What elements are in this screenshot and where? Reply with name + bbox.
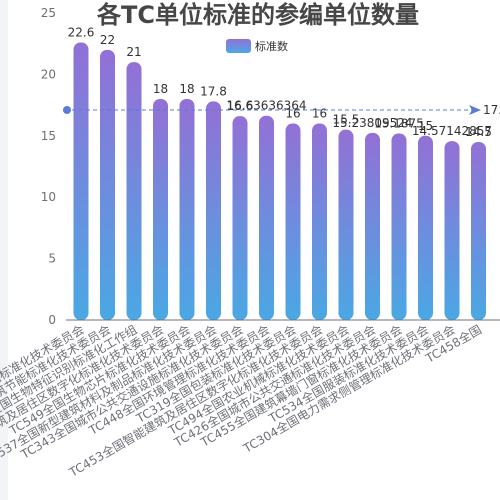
bar[interactable] — [338, 129, 354, 320]
bar-value-label: 16 — [285, 107, 300, 121]
bar-value-label: 14.5 — [465, 125, 492, 139]
bar-value-label: 17.8 — [200, 84, 227, 98]
bar-value-label: 22.6 — [68, 25, 95, 39]
bar[interactable] — [100, 49, 115, 321]
y-tick-label: 20 — [41, 67, 56, 81]
bar[interactable] — [179, 98, 195, 321]
bar[interactable] — [391, 133, 407, 320]
legend[interactable]: 标准数 — [226, 39, 288, 53]
bar[interactable] — [259, 115, 274, 321]
bar-value-label: 15.5 — [333, 113, 360, 127]
bar[interactable] — [365, 132, 380, 320]
bar[interactable] — [206, 101, 221, 320]
bar[interactable] — [285, 123, 301, 321]
bar[interactable] — [312, 123, 327, 321]
bar-value-label: 21 — [126, 45, 141, 59]
bar-value-label: 14.57142857 — [412, 124, 492, 138]
legend-label[interactable]: 标准数 — [255, 39, 288, 53]
bar[interactable] — [232, 116, 248, 320]
legend-swatch[interactable] — [226, 39, 251, 53]
x-axis: TC373全国制糖标准化技术委员会TC452全国建筑节能标准化技术委员会SWG1… — [0, 319, 500, 480]
y-tick-label: 25 — [41, 6, 56, 20]
average-markline: 17.1 — [63, 103, 500, 117]
bar-value-label: 18 — [179, 82, 194, 96]
y-tick-label: 5 — [48, 252, 56, 266]
bar-value-label: 16.63636364 — [226, 99, 306, 113]
bar[interactable] — [73, 42, 89, 321]
y-tick-label: 10 — [41, 190, 56, 204]
bar-series — [73, 42, 486, 321]
y-tick-label: 0 — [48, 313, 56, 327]
bar[interactable] — [153, 98, 168, 321]
bar[interactable] — [126, 62, 142, 321]
bar-value-label: 15.23809524 — [332, 116, 412, 130]
bar-value-label: 18 — [153, 82, 168, 96]
bar[interactable] — [444, 141, 460, 320]
bar[interactable] — [471, 141, 486, 320]
bar-value-label: 15 — [418, 119, 433, 133]
bar-value-label: 15.1875 — [374, 116, 424, 130]
markline-label: 17.1 — [483, 103, 500, 117]
bar-value-label: 16 — [312, 107, 327, 121]
y-axis: 0 5 10 15 20 25 — [41, 6, 56, 327]
chart-title: 各TC单位标准的参编单位数量 — [96, 1, 419, 29]
bar[interactable] — [418, 135, 433, 320]
y-tick-label: 15 — [41, 129, 56, 143]
bar-value-label: 22 — [100, 33, 115, 47]
markline-start-point — [63, 106, 71, 115]
